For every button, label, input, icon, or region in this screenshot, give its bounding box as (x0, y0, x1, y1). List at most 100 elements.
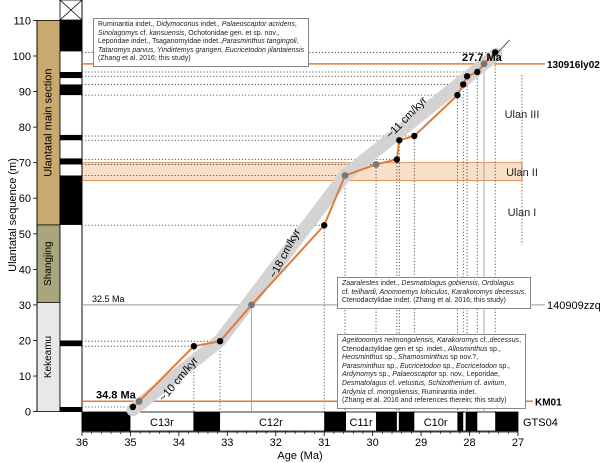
horizon-label: 140909zzq01 (547, 300, 600, 312)
lithology-label: Shangjing (43, 241, 54, 285)
y-tick-label: 20 (19, 335, 31, 347)
taxon-text: , (519, 337, 522, 344)
fauna-line: Ageitonomys neimongolensis, Karakoromys … (342, 337, 521, 346)
fauna-line: Zaaralestes indet., Desmatolagus gobiens… (342, 280, 526, 289)
x-tick-label: 28 (463, 437, 475, 449)
polarity-normal-zone (60, 84, 82, 96)
fauna-line: Ardynia cf. mongoliensis, Ruminantia ind… (342, 389, 521, 398)
taxon-text: sp., (377, 371, 393, 379)
taxon-text: , (504, 379, 507, 387)
x-tick-label: 30 (367, 437, 379, 449)
taxon-text: Tataromys parvus, Yindirtemys grangeri, … (98, 46, 305, 54)
chron-label: C12r (259, 417, 283, 429)
x-tick-label: 34 (173, 437, 185, 449)
horizon-label: 130916ly02 (547, 60, 600, 71)
polarity-normal-zone (60, 340, 82, 347)
taxon-text: sp., (440, 362, 457, 370)
x-tick-label: 31 (318, 437, 330, 449)
taxon-text: sp., (382, 354, 399, 362)
taxon-text: indet., (378, 280, 402, 287)
y-tick-label: 30 (19, 300, 31, 312)
taxon-text: Sinolagomys (98, 29, 139, 37)
taxon-text: sp., (384, 362, 400, 370)
taxon-text: sp., (496, 362, 511, 370)
gts-bar (81, 411, 519, 432)
taxon-text: cf. (365, 388, 378, 396)
fauna-line: Ctenodactylidae gen et sp. indet., Allos… (342, 346, 521, 355)
gts-label: GTS04 (523, 417, 558, 429)
horizon-age-label: 32.5 Ma (92, 294, 125, 304)
chron-label: C11r (349, 417, 372, 429)
taxon-text: Eucricetodon (399, 362, 441, 370)
fauna-line: (Zhang et al. 2016 and references therei… (342, 397, 521, 406)
y-tick-label: 70 (19, 158, 31, 170)
fauna-box-top: Ruminantia indet., Didymoconus indet., P… (93, 18, 310, 67)
taxon-text: Ageitonomys neimongolensis, Karakoromys (342, 337, 479, 344)
taxon-text: kansuensis (149, 29, 185, 37)
taxon-text: , Ruminantia indet. (417, 388, 477, 396)
y-tick-label: 60 (19, 193, 31, 205)
x-tick-label: 35 (124, 437, 136, 449)
taxon-text: Leporidae indet., Tsaganomyidae indet., (98, 38, 223, 46)
x-tick-label: 36 (76, 437, 88, 449)
y-tick-label: 0 (25, 407, 31, 419)
horizon-label: KM01 (535, 397, 562, 408)
age-control-point (135, 397, 143, 405)
fauna-line: Ruminantia indet., Didymoconus indet., P… (98, 21, 304, 30)
taxon-text: Ordolagus (481, 280, 514, 287)
taxon-text: ,decessus (487, 337, 520, 344)
sample-point (393, 156, 401, 163)
gts-normal-chron (376, 412, 397, 431)
taxon-text: sp., (487, 345, 501, 353)
taxon-text: Ruminantia indet., (98, 21, 157, 28)
gts-normal-chron (193, 412, 221, 431)
x-tick-label: 32 (270, 437, 282, 449)
taxon-text: avitum (483, 379, 505, 387)
gts-normal-chron (465, 412, 478, 431)
taxon-text: Desmatolagus gobiensis (401, 280, 478, 287)
x-tick-label: 33 (221, 437, 233, 449)
fauna-box-bottom: Ageitonomys neimongolensis, Karakoromys … (337, 334, 527, 409)
sample-point (491, 49, 499, 56)
taxon-text: Ardynia (342, 388, 366, 396)
taxon-text: Eocricetodon (456, 362, 497, 370)
taxon-text: Shamosminthus (398, 354, 449, 362)
taxon-text: , (294, 21, 297, 28)
sample-point (460, 81, 467, 88)
taxon-text: teilhardi, Anomoemys lohiculus, Karakoro… (351, 288, 525, 296)
gts-normal-chron (457, 412, 464, 431)
lithology-label: Ulantatal main section (42, 69, 54, 177)
sample-point (396, 137, 403, 144)
taxon-text: Palaeoscaptor acridens (221, 21, 295, 28)
fauna-line: cf. teilhardi, Anomoemys lohiculus, Kara… (342, 289, 526, 298)
y-tick-label: 100 (13, 51, 31, 63)
polarity-normal-zone (60, 134, 82, 141)
taxon-text: cf. (342, 288, 352, 296)
taxon-text: Parasminthus (342, 362, 385, 370)
cross-icon (59, 0, 83, 21)
ulan-zone-label: Ulan I (508, 207, 537, 219)
gts-normal-chron (82, 412, 131, 431)
gts-normal-chron (398, 412, 415, 431)
taxon-text: Ctenodactylidae indet. (Zhang et al. 201… (342, 297, 506, 305)
taxon-text: mongoliensis (377, 388, 418, 396)
extrapolation-line (495, 39, 511, 55)
taxon-text: sp. nov., Leporidae, (436, 371, 500, 379)
taxon-text: Heosminthus (342, 354, 383, 362)
taxon-text: Ardynomys (342, 371, 378, 379)
gts-normal-chron (495, 412, 518, 431)
taxon-text: Didymoconus (156, 21, 199, 28)
taxon-text: cf. (472, 379, 484, 387)
ulan-ii-band (81, 162, 523, 181)
gts-normal-chron (324, 412, 346, 431)
chron-label: C10r (424, 417, 448, 429)
taxon-text: , (296, 38, 299, 46)
fauna-box-middle: Zaaralestes indet., Desmatolagus gobiens… (337, 277, 532, 309)
taxon-text: , (477, 280, 482, 287)
age-control-point (480, 60, 488, 68)
taxon-text: indet., (198, 21, 222, 28)
fauna-line: Leporidae indet., Tsaganomyidae indet.,P… (98, 38, 304, 47)
polarity-normal-zone (60, 175, 82, 225)
y-tick-label: 80 (19, 122, 31, 134)
